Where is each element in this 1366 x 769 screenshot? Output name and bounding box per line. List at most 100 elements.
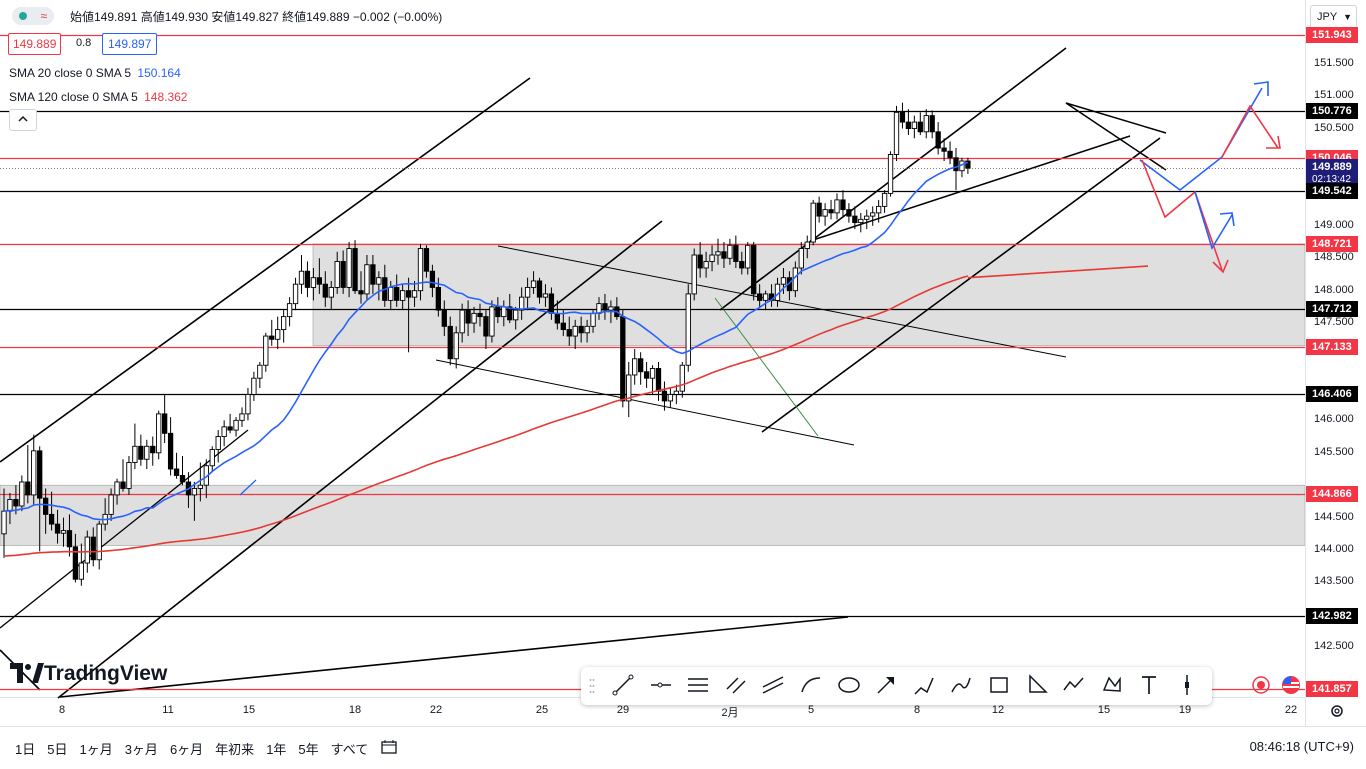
candle-body <box>90 536 96 561</box>
settings-gear-icon[interactable] <box>1328 702 1346 720</box>
path-icon[interactable] <box>948 672 976 700</box>
chevron-up-icon <box>18 115 28 122</box>
candle-body <box>334 261 340 288</box>
candle-body <box>150 445 156 454</box>
curve-icon[interactable] <box>798 672 826 700</box>
trend-line-10 <box>1065 102 1167 171</box>
period-3m[interactable]: 3ヶ月 <box>124 742 158 757</box>
record-icon[interactable] <box>1250 674 1272 696</box>
trend-line-icon[interactable] <box>610 672 638 700</box>
collapse-legend-button[interactable] <box>9 109 37 131</box>
ellipse-icon[interactable] <box>836 672 864 700</box>
price-level-tag: 150.776 <box>1306 102 1358 119</box>
horizontal-ray-icon[interactable] <box>648 672 676 700</box>
candle-body <box>655 368 662 392</box>
text-icon[interactable] <box>1136 672 1164 700</box>
price-level-tag: 148.721 <box>1306 235 1358 252</box>
period-1m[interactable]: 1ヶ月 <box>79 742 113 757</box>
chevron-down-icon: ▼ <box>1343 12 1352 22</box>
candle-body <box>560 322 566 331</box>
bid-box[interactable]: 149.889 <box>8 33 62 55</box>
candle-body <box>542 293 549 298</box>
polyline-icon[interactable] <box>1061 672 1089 700</box>
ask-box[interactable]: 149.897 <box>102 33 158 55</box>
candle-body <box>721 251 727 259</box>
disjoint-channel-icon[interactable] <box>723 672 751 700</box>
currency-selector[interactable]: JPY ▼ <box>1310 5 1357 29</box>
candle-body <box>447 325 453 360</box>
candle-body <box>590 312 596 327</box>
bear-alt-arrowhead <box>1266 135 1281 149</box>
arrow-icon[interactable] <box>873 672 901 700</box>
candle-body <box>751 244 757 295</box>
candle-body <box>679 364 685 392</box>
candle-body <box>54 523 61 534</box>
period-6m[interactable]: 6ヶ月 <box>169 742 204 757</box>
clock[interactable]: 08:46:18 (UTC+9) <box>1249 739 1354 754</box>
triangle-icon[interactable] <box>1024 672 1052 700</box>
candle-body <box>298 270 305 285</box>
candle-body <box>513 309 519 321</box>
indicator-sma20[interactable]: SMA 20 close 0 SMA 5 150.164 <box>9 66 181 80</box>
pattern-icon[interactable] <box>1099 672 1127 700</box>
candle-body <box>626 374 632 402</box>
candle-body <box>78 562 85 580</box>
candle-body <box>173 468 180 476</box>
date-range-icon[interactable] <box>380 739 400 758</box>
period-all[interactable]: すべて <box>330 742 369 757</box>
candle-body <box>477 312 483 318</box>
candle-body <box>257 364 263 379</box>
currency-selector-value: JPY <box>1317 11 1338 23</box>
candle-body <box>929 115 935 133</box>
candle-body <box>161 413 168 434</box>
trend-line-11 <box>59 616 849 698</box>
candle-body <box>411 290 418 298</box>
candle-body <box>602 303 608 311</box>
candle-body <box>459 309 465 334</box>
time-tick-label: 29 <box>616 704 630 716</box>
indicator-sma120[interactable]: SMA 120 close 0 SMA 5 148.362 <box>9 90 187 104</box>
candle-body <box>221 426 227 438</box>
candle-body <box>328 286 334 298</box>
time-tick-label: 18 <box>348 704 362 716</box>
bull-arrowhead <box>1253 81 1269 96</box>
bull-alt-arrowhead <box>1219 212 1235 227</box>
period-1y[interactable]: 1年 <box>266 742 287 757</box>
candle-body <box>715 251 721 256</box>
price-tick-label: 142.500 <box>1314 640 1354 653</box>
candle-body <box>346 248 352 288</box>
market-status-pill[interactable]: ≈ <box>12 7 54 25</box>
candle-body <box>816 202 822 217</box>
candle-body <box>376 277 382 285</box>
period-buttons: 1日 5日 1ヶ月 3ヶ月 6ヶ月 年初来 1年 5年 すべて <box>15 739 400 758</box>
sma120-line <box>3 275 969 557</box>
currency-flag-icon[interactable] <box>1280 674 1302 696</box>
period-5y[interactable]: 5年 <box>298 742 319 757</box>
period-ytd[interactable]: 年初来 <box>215 742 255 757</box>
price-level-tag: 147.133 <box>1306 338 1358 355</box>
candle-body <box>245 393 251 415</box>
parallel-channel-icon[interactable] <box>760 672 788 700</box>
candle-body <box>400 290 406 301</box>
candle-body <box>661 390 668 402</box>
indicator-sma20-value: 150.164 <box>137 66 181 80</box>
candle-body <box>358 290 364 295</box>
brush-icon[interactable] <box>911 672 939 700</box>
price-level-tag: 149.889 <box>1306 159 1358 176</box>
candle-body <box>13 499 19 507</box>
parallel-lines-icon[interactable] <box>685 672 713 700</box>
candle-body <box>965 160 971 169</box>
sma20-line <box>3 161 969 521</box>
candle-body <box>340 261 346 288</box>
zone-1 <box>0 484 1306 546</box>
cursor-pin-icon[interactable] <box>1174 672 1202 700</box>
candle-body <box>120 481 126 489</box>
time-tick-label: 15 <box>1097 704 1111 716</box>
drag-handle-icon[interactable] <box>589 677 595 695</box>
candle-body <box>281 316 287 331</box>
period-5d[interactable]: 5日 <box>47 742 68 757</box>
bull-scenario-path <box>1139 87 1263 192</box>
period-1d[interactable]: 1日 <box>15 742 36 757</box>
rectangle-icon[interactable] <box>986 672 1014 700</box>
